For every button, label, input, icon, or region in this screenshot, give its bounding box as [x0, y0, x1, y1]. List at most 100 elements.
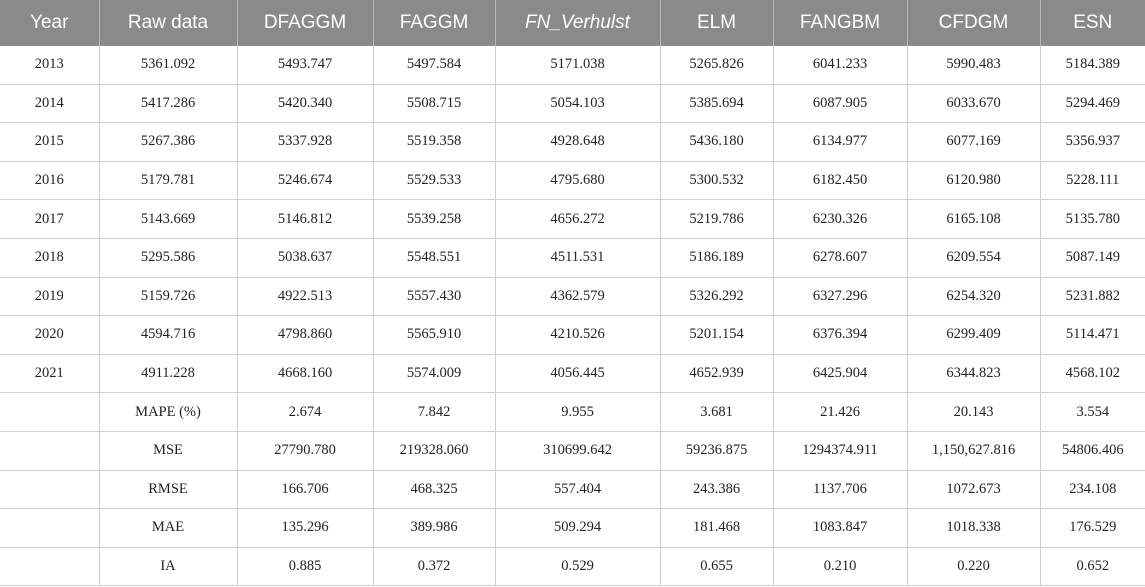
- table-cell: 1018.338: [907, 508, 1041, 548]
- table-cell: 310699.642: [495, 431, 661, 471]
- table-cell: 4594.716: [99, 315, 238, 355]
- table-cell: 5231.882: [1040, 277, 1145, 317]
- table-cell: 5508.715: [373, 84, 496, 124]
- table-cell: 5294.469: [1040, 84, 1145, 124]
- table-cell: 0.529: [495, 547, 661, 587]
- table-cell: 5990.483: [907, 46, 1041, 85]
- table-cell: 5417.286: [99, 84, 238, 124]
- table-cell: 234.108: [1040, 470, 1145, 510]
- table-cell: 5186.189: [660, 238, 774, 278]
- table-row: 2013 5361.092 5493.747 5497.584 5171.038 5265…: [0, 46, 1145, 85]
- table-row: MAPE (%) 2.674 7.842 9.955 3.681 21.426 20.143…: [0, 392, 1145, 432]
- table-cell: 2021: [0, 354, 100, 394]
- table-body: 2013 5361.092 5493.747 5497.584 5171.038 5265…: [0, 46, 1145, 587]
- table-cell: 9.955: [495, 392, 661, 432]
- table-cell: 6299.409: [907, 315, 1041, 355]
- table-cell: 0.220: [907, 547, 1041, 587]
- table-cell: 4568.102: [1040, 354, 1145, 394]
- table-cell: 5159.726: [99, 277, 238, 317]
- table-cell: 2017: [0, 199, 100, 239]
- table-cell: 4652.939: [660, 354, 774, 394]
- table-cell: 0.372: [373, 547, 496, 587]
- table-cell: 21.426: [773, 392, 908, 432]
- table-cell: MAPE (%): [99, 392, 238, 432]
- table-cell: 54806.406: [1040, 431, 1145, 471]
- table-cell: 243.386: [660, 470, 774, 510]
- table-cell: 5337.928: [237, 122, 374, 162]
- table-cell: 2019: [0, 277, 100, 317]
- table-cell: 5246.674: [237, 161, 374, 201]
- table-cell: 27790.780: [237, 431, 374, 471]
- table-cell: [0, 508, 100, 548]
- table-cell: 5295.586: [99, 238, 238, 278]
- table-cell: 4210.526: [495, 315, 661, 355]
- table-cell: 5356.937: [1040, 122, 1145, 162]
- table-cell: 0.655: [660, 547, 774, 587]
- table-cell: 5493.747: [237, 46, 374, 85]
- table-cell: 5087.149: [1040, 238, 1145, 278]
- table-cell: 389.986: [373, 508, 496, 548]
- table-cell: 3.554: [1040, 392, 1145, 432]
- table-row: RMSE 166.706 468.325 557.404 243.386 1137.706…: [0, 470, 1145, 510]
- table-cell: 4922.513: [237, 277, 374, 317]
- table-cell: 509.294: [495, 508, 661, 548]
- table-cell: 5300.532: [660, 161, 774, 201]
- table-cell: 5038.637: [237, 238, 374, 278]
- table-row: IA 0.885 0.372 0.529 0.655 0.210 0.220 0.652: [0, 547, 1145, 587]
- table-cell: 0.885: [237, 547, 374, 587]
- table-cell: 2013: [0, 46, 100, 85]
- table-cell: 6134.977: [773, 122, 908, 162]
- table-cell: 5557.430: [373, 277, 496, 317]
- table-cell: 4911.228: [99, 354, 238, 394]
- header-faggm: FAGGM: [373, 0, 496, 46]
- table-cell: 2.674: [237, 392, 374, 432]
- table-cell: [0, 392, 100, 432]
- table-cell: [0, 470, 100, 510]
- table-cell: 6425.904: [773, 354, 908, 394]
- table-cell: 468.325: [373, 470, 496, 510]
- table-cell: 5574.009: [373, 354, 496, 394]
- header-row: Year Raw data DFAGGM FAGGM FN_Verhulst E…: [0, 0, 1145, 46]
- table-cell: 0.652: [1040, 547, 1145, 587]
- table-cell: 6087.905: [773, 84, 908, 124]
- table-cell: 6165.108: [907, 199, 1041, 239]
- table-cell: 5497.584: [373, 46, 496, 85]
- table-cell: 5228.111: [1040, 161, 1145, 201]
- table-cell: 6182.450: [773, 161, 908, 201]
- table-row: 2015 5267.386 5337.928 5519.358 4928.648 5436…: [0, 122, 1145, 162]
- table-cell: 2014: [0, 84, 100, 124]
- table-cell: 6344.823: [907, 354, 1041, 394]
- table-cell: 59236.875: [660, 431, 774, 471]
- table-row: 2020 4594.716 4798.860 5565.910 4210.526 5201…: [0, 315, 1145, 355]
- table-cell: 4928.648: [495, 122, 661, 162]
- table-cell: 6254.320: [907, 277, 1041, 317]
- table-cell: 6077.169: [907, 122, 1041, 162]
- table-cell: 1137.706: [773, 470, 908, 510]
- table-cell: 181.468: [660, 508, 774, 548]
- table-row: 2018 5295.586 5038.637 5548.551 4511.531 5186…: [0, 238, 1145, 278]
- table-cell: 5135.780: [1040, 199, 1145, 239]
- table-cell: 4668.160: [237, 354, 374, 394]
- table-cell: 4511.531: [495, 238, 661, 278]
- table-cell: 3.681: [660, 392, 774, 432]
- table-cell: 5548.551: [373, 238, 496, 278]
- table-cell: [0, 547, 100, 587]
- table-row: MSE 27790.780 219328.060 310699.642 59236.87…: [0, 431, 1145, 471]
- table-cell: RMSE: [99, 470, 238, 510]
- table-cell: 2020: [0, 315, 100, 355]
- table-cell: 1,150,627.816: [907, 431, 1041, 471]
- table-cell: MSE: [99, 431, 238, 471]
- table-cell: 219328.060: [373, 431, 496, 471]
- table-cell: 5146.812: [237, 199, 374, 239]
- table-cell: 0.210: [773, 547, 908, 587]
- table-cell: 2015: [0, 122, 100, 162]
- table-cell: 6376.394: [773, 315, 908, 355]
- header-raw-data: Raw data: [99, 0, 238, 46]
- table-cell: 1072.673: [907, 470, 1041, 510]
- table-cell: 5201.154: [660, 315, 774, 355]
- table-cell: 7.842: [373, 392, 496, 432]
- table-row: 2019 5159.726 4922.513 5557.430 4362.579 5326…: [0, 277, 1145, 317]
- table-cell: 5143.669: [99, 199, 238, 239]
- table-cell: 5420.340: [237, 84, 374, 124]
